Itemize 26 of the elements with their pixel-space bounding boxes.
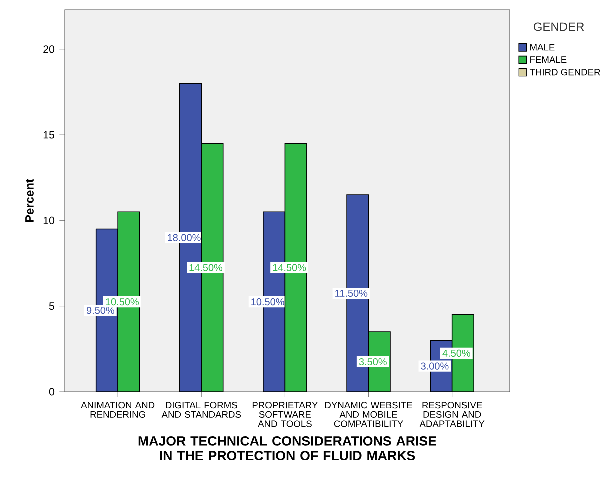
x-tick-label: ANIMATION AND RENDERING bbox=[81, 402, 155, 418]
x-tick-label: PROPRIETARY SOFTWARE AND TOOLS bbox=[252, 402, 318, 428]
x-tick-label: DYNAMIC WEBSITE AND MOBILE COMPATIBILITY bbox=[325, 402, 412, 428]
y-tick-label: 0 bbox=[49, 388, 55, 396]
y-tick-label: 15 bbox=[44, 131, 55, 139]
data-label: 9.50% bbox=[86, 307, 114, 314]
data-label: 11.50% bbox=[336, 290, 368, 298]
y-tick-label: 5 bbox=[49, 302, 55, 310]
y-tick-label: 20 bbox=[44, 46, 55, 54]
x-tick-label: RESPONSIVE DESIGN AND ADAPTABILITY bbox=[420, 402, 485, 428]
data-label: 14.50% bbox=[190, 264, 223, 272]
y-tick-label: 10 bbox=[44, 216, 55, 224]
y-axis-title: Percent bbox=[26, 179, 34, 222]
x-axis-title: MAJOR TECHNICAL CONSIDERATIONS ARISE IN THE PROTECTION OF FLUID MARKS bbox=[138, 436, 436, 461]
data-label: 3.00% bbox=[421, 362, 449, 370]
data-label: 14.50% bbox=[273, 264, 306, 272]
data-label: 4.50% bbox=[442, 350, 470, 357]
data-label: 10.50% bbox=[252, 298, 284, 306]
data-label: 3.50% bbox=[359, 358, 387, 366]
legend-label: FEMALE bbox=[530, 56, 567, 64]
legend-label: THIRD GENDER bbox=[530, 69, 600, 76]
x-tick-label: DIGITAL FORMS AND STANDARDS bbox=[162, 402, 242, 418]
data-label: 18.00% bbox=[168, 234, 201, 242]
legend-title: GENDER bbox=[534, 22, 584, 32]
legend-label: MALE bbox=[530, 44, 555, 51]
data-label: 10.50% bbox=[106, 298, 140, 306]
